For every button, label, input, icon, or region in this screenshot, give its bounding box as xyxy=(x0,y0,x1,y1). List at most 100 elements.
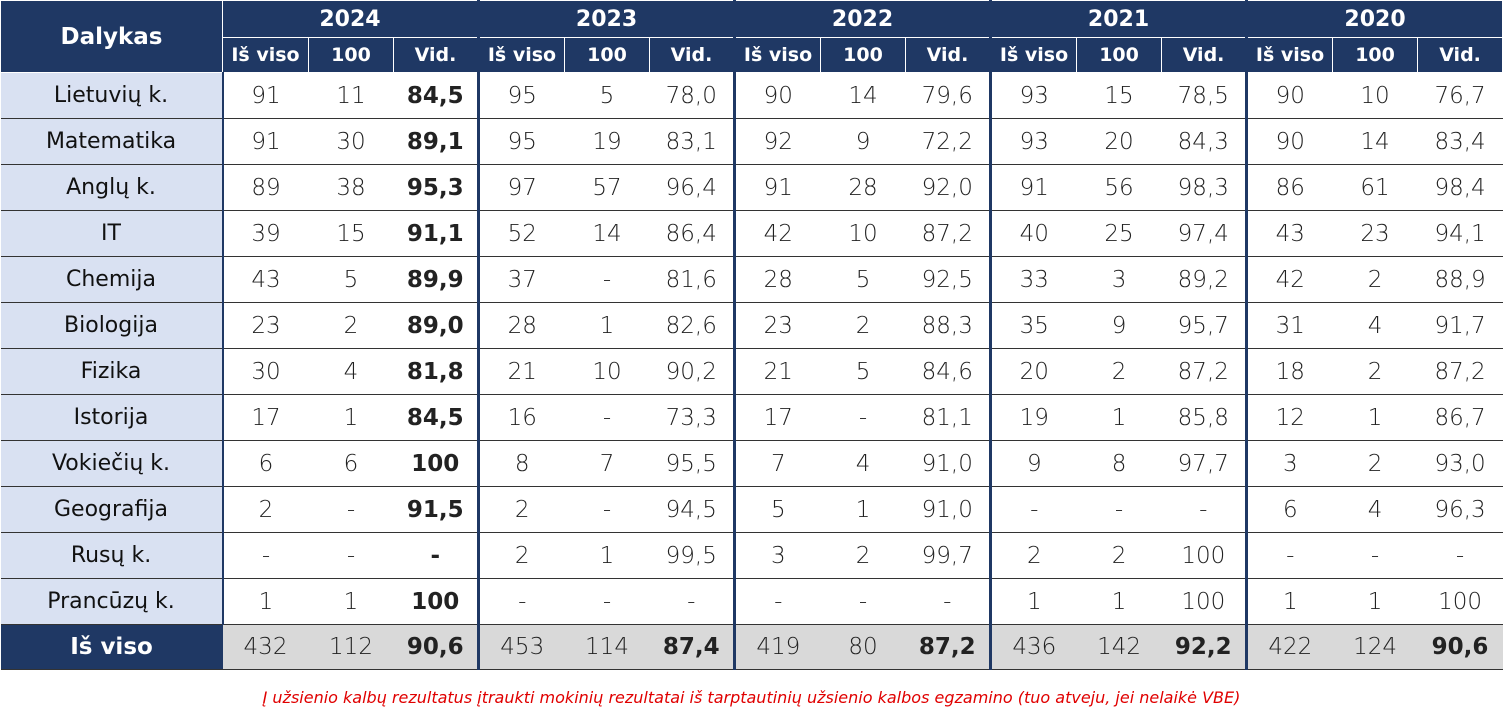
subject: Vokiečių k. xyxy=(0,440,224,487)
cell: - xyxy=(477,578,565,625)
cell: 21 xyxy=(733,348,821,395)
cell: 84,5 xyxy=(393,72,479,119)
cell: 72,2 xyxy=(905,118,991,165)
cell: 14 xyxy=(564,210,650,257)
subject: IT xyxy=(0,210,224,257)
cell: 4 xyxy=(308,348,394,395)
cell: 91,1 xyxy=(393,210,479,257)
cell: 1 xyxy=(1245,578,1333,625)
cell: 4 xyxy=(1332,302,1418,349)
column-header: 100 xyxy=(308,37,394,73)
cell: 90 xyxy=(733,72,821,119)
cell: - xyxy=(820,394,906,441)
cell: 91,0 xyxy=(905,486,991,533)
column-header: Vid. xyxy=(1417,37,1503,73)
cell: 6 xyxy=(1245,486,1333,533)
cell: 9 xyxy=(820,118,906,165)
cell: - xyxy=(1245,532,1333,579)
column-header: 100 xyxy=(1076,37,1163,73)
cell: 82,6 xyxy=(649,302,735,349)
cell: 39 xyxy=(222,210,309,257)
cell: 10 xyxy=(564,348,650,395)
cell: 87,4 xyxy=(649,624,735,670)
cell: 81,1 xyxy=(905,394,991,441)
cell: 6 xyxy=(222,440,309,487)
cell: 20 xyxy=(989,348,1077,395)
cell: 94,1 xyxy=(1417,210,1503,257)
cell: - xyxy=(989,486,1077,533)
cell: 30 xyxy=(308,118,394,165)
cell: 16 xyxy=(477,394,565,441)
cell: 91,5 xyxy=(393,486,479,533)
year-header: 2021 xyxy=(989,0,1248,38)
cell: 93 xyxy=(989,118,1077,165)
cell: - xyxy=(1076,486,1162,533)
cell: 124 xyxy=(1332,624,1418,670)
subject: Geografija xyxy=(0,486,224,533)
cell: 86,4 xyxy=(649,210,735,257)
cell: - xyxy=(393,532,479,579)
cell: 43 xyxy=(222,256,309,303)
cell: 89,0 xyxy=(393,302,479,349)
cell: 1 xyxy=(1076,578,1162,625)
cell: 23 xyxy=(222,302,309,349)
cell: 1 xyxy=(1332,394,1418,441)
cell: 99,5 xyxy=(649,532,735,579)
cell: 5 xyxy=(564,72,650,119)
column-header: Iš viso xyxy=(477,37,565,73)
cell: - xyxy=(222,532,309,579)
cell: 86,7 xyxy=(1417,394,1503,441)
cell: 100 xyxy=(1161,578,1247,625)
cell: - xyxy=(564,578,650,625)
cell: 10 xyxy=(1332,72,1418,119)
cell: 422 xyxy=(1245,624,1333,670)
subject: Prancūzų k. xyxy=(0,578,224,625)
cell: 90 xyxy=(1245,72,1333,119)
cell: 92,5 xyxy=(905,256,991,303)
cell: 1 xyxy=(564,532,650,579)
cell: 89,9 xyxy=(393,256,479,303)
cell: 15 xyxy=(308,210,394,257)
cell: 81,6 xyxy=(649,256,735,303)
cell: 96,4 xyxy=(649,164,735,211)
cell: 9 xyxy=(989,440,1077,487)
column-header: Iš viso xyxy=(1245,37,1334,73)
cell: 90,6 xyxy=(393,624,479,670)
cell: 76,7 xyxy=(1417,72,1503,119)
cell: - xyxy=(308,486,394,533)
column-header: Vid. xyxy=(393,37,479,73)
cell: 91 xyxy=(989,164,1077,211)
row: Biologija 23 2 89,0 28 1 82,6 23 2 88,3 35 9 95,7 31 4… xyxy=(0,302,1503,349)
subject: Matematika xyxy=(0,118,224,165)
cell: 1 xyxy=(1076,394,1162,441)
cell: 83,1 xyxy=(649,118,735,165)
cell: 3 xyxy=(1076,256,1162,303)
year-header: 2020 xyxy=(1245,0,1503,38)
cell: 2 xyxy=(989,532,1077,579)
row: IT 39 15 91,1 52 14 86,4 42 10 87,2 40 25 97,4 43 23 94… xyxy=(0,210,1503,257)
cell: 93 xyxy=(989,72,1077,119)
year-header: 2022 xyxy=(733,0,992,38)
row: Geografija 2-91,5 2-94,5 5 1 91,0- - -6 4 96,3 xyxy=(0,486,1503,533)
cell: 21 xyxy=(477,348,565,395)
cell: 95 xyxy=(477,72,565,119)
cell: 52 xyxy=(477,210,565,257)
subject: Lietuvių k. xyxy=(0,72,224,119)
cell: - xyxy=(564,486,650,533)
cell: 91 xyxy=(733,164,821,211)
cell: 2 xyxy=(1076,532,1162,579)
cell: 419 xyxy=(733,624,821,670)
column-header: Iš viso xyxy=(222,37,309,73)
cell: - xyxy=(1417,532,1503,579)
cell: - xyxy=(564,256,650,303)
cell: - xyxy=(308,532,394,579)
cell: 100 xyxy=(393,440,479,487)
cell: 18 xyxy=(1245,348,1333,395)
cell: 40 xyxy=(989,210,1077,257)
cell: 23 xyxy=(1332,210,1418,257)
total-label: Iš viso xyxy=(0,624,223,670)
cell: 2 xyxy=(820,302,906,349)
cell: 33 xyxy=(989,256,1077,303)
cell: 7 xyxy=(733,440,821,487)
